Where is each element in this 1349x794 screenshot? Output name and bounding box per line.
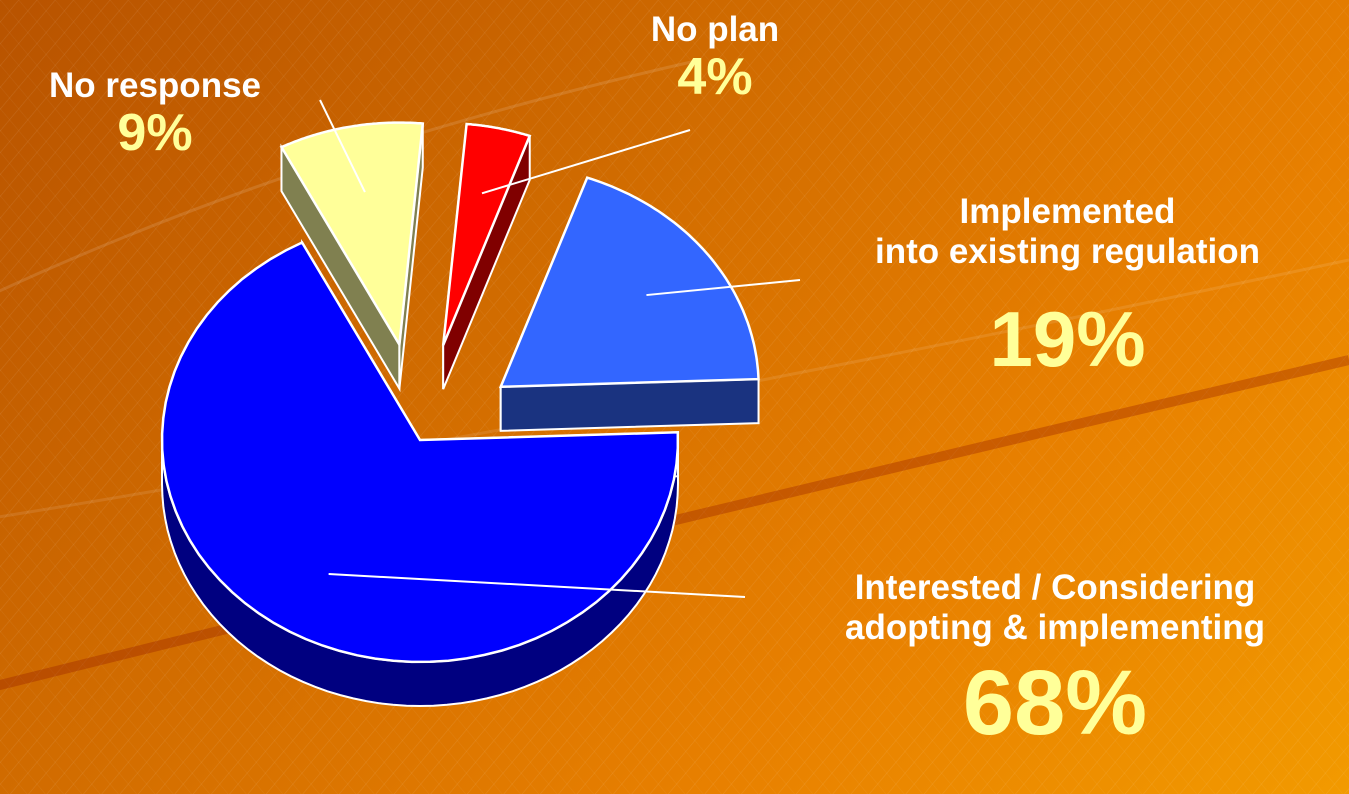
pie-slice-implemented [498, 176, 760, 432]
pie-slice-interested [160, 238, 680, 708]
label-no-response-line1: No response [49, 66, 261, 105]
label-interested-line1: Interested / Considering [854, 568, 1256, 607]
pie-slice-no-plan [441, 122, 532, 390]
label-implemented-line2: into existing regulation [874, 232, 1261, 272]
pie-slice-interested-top [160, 240, 680, 664]
label-implemented-line1: Implemented [959, 192, 1176, 231]
leader-line-no-response [319, 99, 366, 193]
pie-slice-no-response [279, 121, 425, 393]
label-no-plan-line1: No plan [650, 10, 780, 49]
label-no-response: No response 9% [5, 66, 305, 161]
pie-slice-no-response-top [279, 121, 425, 349]
leader-line-implemented [646, 279, 801, 297]
label-no-response-percent: 9% [117, 104, 193, 163]
label-interested: Interested / Considering adopting & impl… [765, 568, 1345, 754]
label-interested-percent: 68% [962, 651, 1148, 754]
label-implemented: Implemented into existing regulation 19% [800, 192, 1335, 384]
label-implemented-percent: 19% [989, 294, 1146, 383]
leader-line-no-plan [481, 129, 691, 195]
pie-slice-implemented-top [498, 176, 760, 389]
label-no-plan-percent: 4% [677, 48, 753, 107]
label-no-plan: No plan 4% [600, 10, 830, 105]
label-interested-line2: adopting & implementing [845, 608, 1265, 648]
pie-slice-no-plan-top [441, 122, 532, 346]
leader-line-interested [328, 573, 746, 598]
